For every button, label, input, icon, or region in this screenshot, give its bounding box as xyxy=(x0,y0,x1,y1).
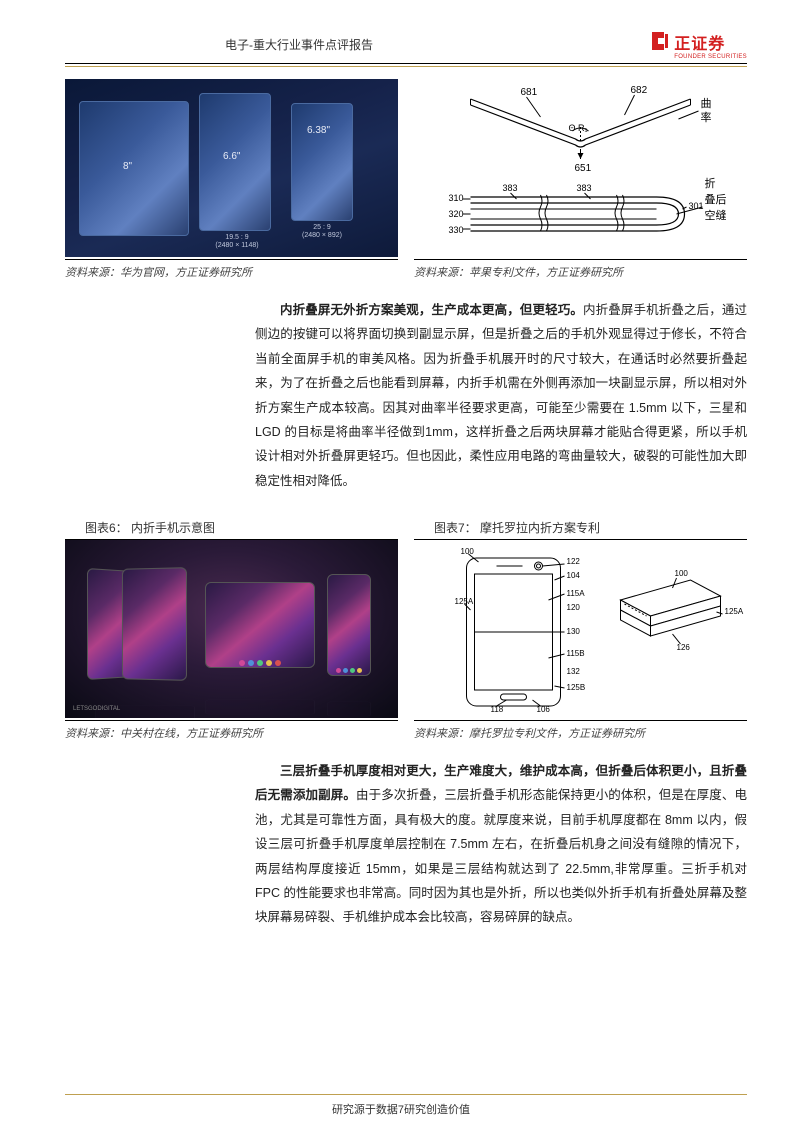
lbl-fold1: 折 xyxy=(705,176,716,190)
source-mid-left: 资料来源：中关村在线，方正证券研究所 xyxy=(65,720,398,741)
ml-125a-side: 125A xyxy=(455,597,474,606)
paragraph-1: 内折叠屏无外折方案美观，生产成本更高，但更轻巧。内折叠屏手机折叠之后，通过侧边的… xyxy=(255,298,747,493)
lbl-320: 320 xyxy=(449,209,464,219)
footer-line xyxy=(65,1094,747,1095)
diag-small: 6.38" xyxy=(307,125,330,136)
figure-top-left-col: 8" 6.6" 6.38" 19.5 : 9 (2480 × 1148) 25 … xyxy=(65,79,398,280)
report-header: 电子-重大行业事件点评报告 正证券 FOUNDER SECURITIES xyxy=(65,30,747,64)
diag-mid: 6.6" xyxy=(223,151,240,162)
lbl-310: 310 xyxy=(449,193,464,203)
caption-7: 图表7： 摩托罗拉内折方案专利 xyxy=(414,515,747,540)
logo: 正证券 FOUNDER SECURITIES xyxy=(650,30,747,60)
ml-118: 118 xyxy=(491,705,504,714)
figure-top-left: 8" 6.6" 6.38" 19.5 : 9 (2480 × 1148) 25 … xyxy=(65,79,398,257)
mr-125a: 125A xyxy=(725,607,744,616)
ratio-mid-2: (2480 × 1148) xyxy=(215,242,258,249)
figures-row-top: 8" 6.6" 6.38" 19.5 : 9 (2480 × 1148) 25 … xyxy=(65,79,747,280)
ml-120: 120 xyxy=(567,603,581,612)
logo-text-en: FOUNDER SECURITIES xyxy=(674,54,747,60)
figure-top-right-col: Θ R₁ 681 682 曲 率 651 xyxy=(414,79,747,280)
mr-126: 126 xyxy=(677,643,691,652)
logo-text-cn: 正证券 xyxy=(674,30,747,54)
paragraph-2: 三层折叠手机厚度相对更大，生产难度大，维护成本高，但折叠后体积更小，且折叠后无需… xyxy=(255,759,747,930)
ml-130: 130 xyxy=(567,627,581,636)
lbl-651: 651 xyxy=(575,163,592,174)
lbl-curv2: 率 xyxy=(701,110,712,124)
figure-mid-left-col: LETSGODIGITAL 资料来源：中关村在线，方正证券研究所 xyxy=(65,540,398,741)
lbl-theta-r: Θ R₁ xyxy=(569,123,588,133)
caption-6: 图表6： 内折手机示意图 xyxy=(65,515,398,540)
watermark: LETSGODIGITAL xyxy=(73,706,120,712)
mr-100: 100 xyxy=(675,569,689,578)
figure-mid-right: 100 122 104 115A 120 130 115B 132 xyxy=(414,540,747,718)
lbl-301: 301 xyxy=(689,201,704,211)
ml-104: 104 xyxy=(567,571,581,580)
figure-mid-left: LETSGODIGITAL xyxy=(65,540,398,718)
p2-rest: 由于多次折叠，三层折叠手机形态能保持更小的体积，但是在厚度、电池，尤其是可靠性方… xyxy=(255,788,747,924)
lbl-fold2: 叠后 xyxy=(705,193,727,206)
source-mid-right: 资料来源：摩托罗拉专利文件，方正证券研究所 xyxy=(414,720,747,741)
ml-125b: 125B xyxy=(567,683,586,692)
header-title: 电子-重大行业事件点评报告 xyxy=(225,36,373,53)
figures-row-mid: LETSGODIGITAL 资料来源：中关村在线，方正证券研究所 xyxy=(65,540,747,741)
lbl-fold3: 空缝 xyxy=(705,208,727,222)
ml-115b: 115B xyxy=(567,649,585,658)
footer-text: 研究源于数据7研究创造价值 xyxy=(0,1101,802,1117)
header-underline xyxy=(65,66,747,67)
lbl-330: 330 xyxy=(449,225,464,235)
p1-rest: 内折叠屏手机折叠之后，通过侧边的按键可以将界面切换到副显示屏，但是折叠之后的手机… xyxy=(255,303,747,488)
figure-mid-right-col: 100 122 104 115A 120 130 115B 132 xyxy=(414,540,747,741)
lbl-682: 682 xyxy=(631,85,648,96)
p1-bold: 内折叠屏无外折方案美观，生产成本更高，但更轻巧。 xyxy=(280,303,583,317)
ml-106: 106 xyxy=(537,705,551,714)
figure-top-right: Θ R₁ 681 682 曲 率 651 xyxy=(414,79,747,257)
ml-115a: 115A xyxy=(567,589,586,598)
ratio-sm-1: 25 : 9 xyxy=(313,224,331,231)
ml-122: 122 xyxy=(567,557,581,566)
lbl-curv: 曲 xyxy=(701,97,712,110)
ratio-sm-2: (2480 × 892) xyxy=(302,232,342,239)
lbl-383b: 383 xyxy=(577,183,592,193)
source-top-left: 资料来源：华为官网，方正证券研究所 xyxy=(65,259,398,280)
logo-icon xyxy=(650,30,670,56)
diag-large: 8" xyxy=(123,161,132,172)
lbl-681: 681 xyxy=(521,87,538,98)
source-top-right: 资料来源：苹果专利文件，方正证券研究所 xyxy=(414,259,747,280)
ratio-mid-1: 19.5 : 9 xyxy=(225,234,248,241)
lbl-383a: 383 xyxy=(503,183,518,193)
ml-132: 132 xyxy=(567,667,581,676)
ml-100a: 100 xyxy=(461,547,475,556)
